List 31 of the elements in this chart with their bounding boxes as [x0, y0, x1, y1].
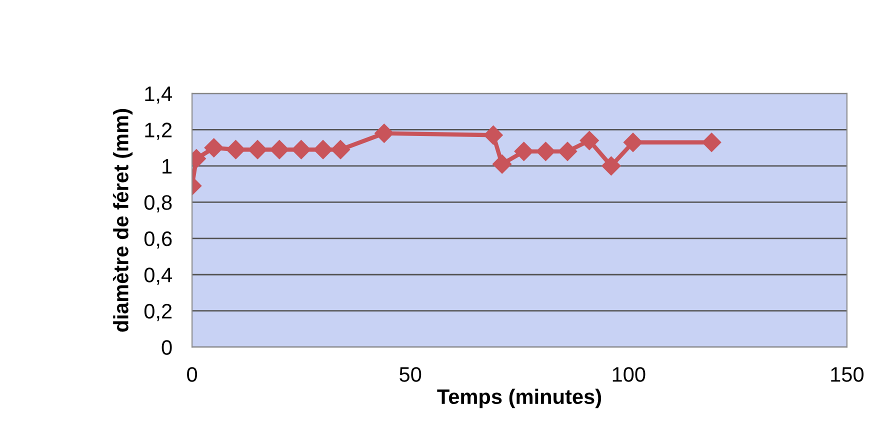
x-tick-label: 50 — [400, 367, 422, 382]
point — [623, 132, 643, 152]
point — [702, 132, 722, 152]
point — [374, 124, 394, 143]
point — [248, 140, 268, 160]
y-tick-label: 0,2 — [144, 304, 172, 322]
y-tick-label: 1,2 — [145, 122, 172, 140]
point — [313, 140, 333, 160]
point — [226, 140, 246, 160]
point — [602, 156, 621, 176]
y-tick-label: 1 — [162, 159, 172, 174]
point — [514, 142, 534, 161]
x-tick-label: 150 — [831, 367, 864, 382]
point — [580, 131, 599, 150]
y-tick-label: 0,8 — [144, 195, 172, 212]
point — [270, 140, 289, 160]
x-tick-label: 100 — [612, 367, 646, 382]
y-tick-label: 0 — [162, 340, 172, 355]
x-axis-title: Temps (minutes) — [437, 388, 602, 408]
point — [558, 142, 578, 161]
point — [492, 154, 512, 174]
y-tick-label: 1,4 — [145, 86, 172, 104]
point — [536, 142, 556, 161]
x-tick-label: 0 — [187, 367, 198, 382]
y-tick-label: 0,4 — [144, 268, 172, 285]
point — [330, 140, 350, 160]
y-axis-title: diamètre de féret (mm) — [112, 109, 133, 332]
point — [292, 140, 311, 160]
point — [204, 138, 224, 158]
point — [484, 126, 503, 145]
y-tick-label: 0,6 — [144, 231, 172, 249]
